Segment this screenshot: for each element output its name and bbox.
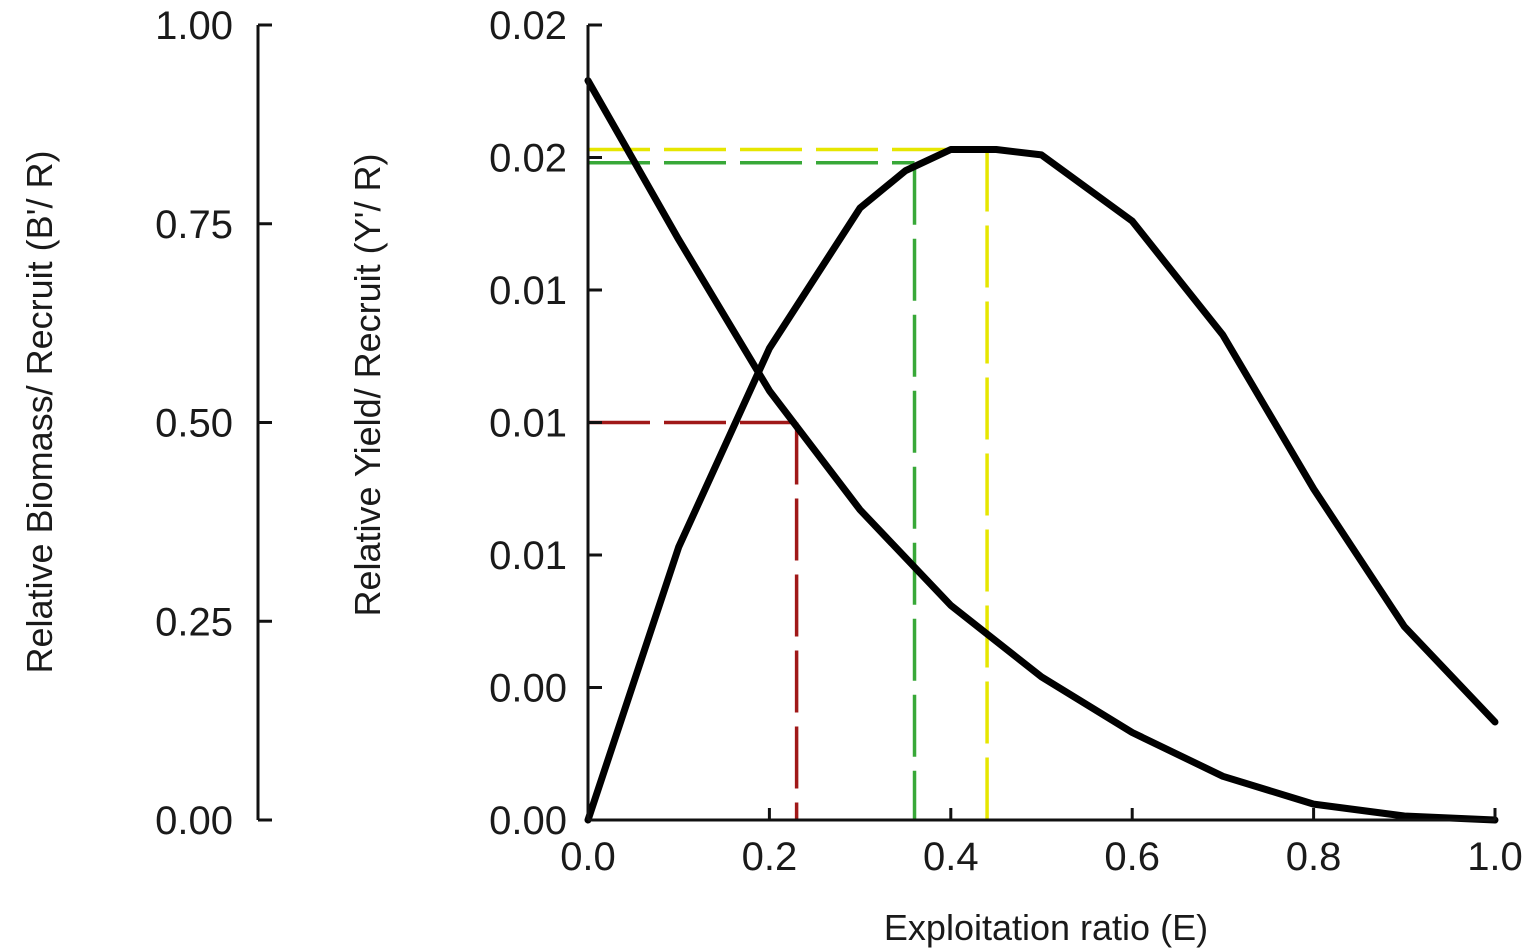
x-axis-title: Exploitation ratio (E): [884, 907, 1208, 948]
biomass-per-recruit-curve: [584, 77, 1499, 824]
yield-tick-label: 0.02: [489, 137, 567, 181]
biomass-tick-label: 0.00: [155, 799, 233, 843]
yield-tick-label: 0.01: [489, 269, 567, 313]
yield-tick-label: 0.02: [489, 4, 567, 48]
axes: [256, 23, 1497, 822]
yield-axis-title: Relative Yield/ Recruit (Y'/ R): [347, 153, 388, 616]
data-curves: [584, 77, 1499, 824]
biomass-tick-label: 0.75: [155, 203, 233, 247]
x-tick-label: 0.0: [560, 835, 616, 879]
yield-per-recruit-curve: [584, 146, 1499, 824]
biomass-tick-label: 1.00: [155, 4, 233, 48]
biomass-axis-title: Relative Biomass/ Recruit (B'/ R): [19, 150, 60, 673]
x-tick-label: 0.6: [1104, 835, 1160, 879]
x-tick-label: 1.0: [1467, 835, 1523, 879]
yield-tick-label: 0.01: [489, 534, 567, 578]
x-tick-label: 0.2: [742, 835, 798, 879]
x-tick-label: 0.8: [1286, 835, 1342, 879]
x-tick-label: 0.4: [923, 835, 979, 879]
biomass-tick-label: 0.25: [155, 600, 233, 644]
biomass-tick-label: 0.50: [155, 402, 233, 446]
yield-tick-label: 0.00: [489, 799, 567, 843]
tick-labels: 0.000.250.500.751.000.000.000.010.010.01…: [155, 4, 1523, 879]
yield-tick-label: 0.01: [489, 402, 567, 446]
reference-lines: [588, 147, 989, 820]
yield-tick-label: 0.00: [489, 667, 567, 711]
